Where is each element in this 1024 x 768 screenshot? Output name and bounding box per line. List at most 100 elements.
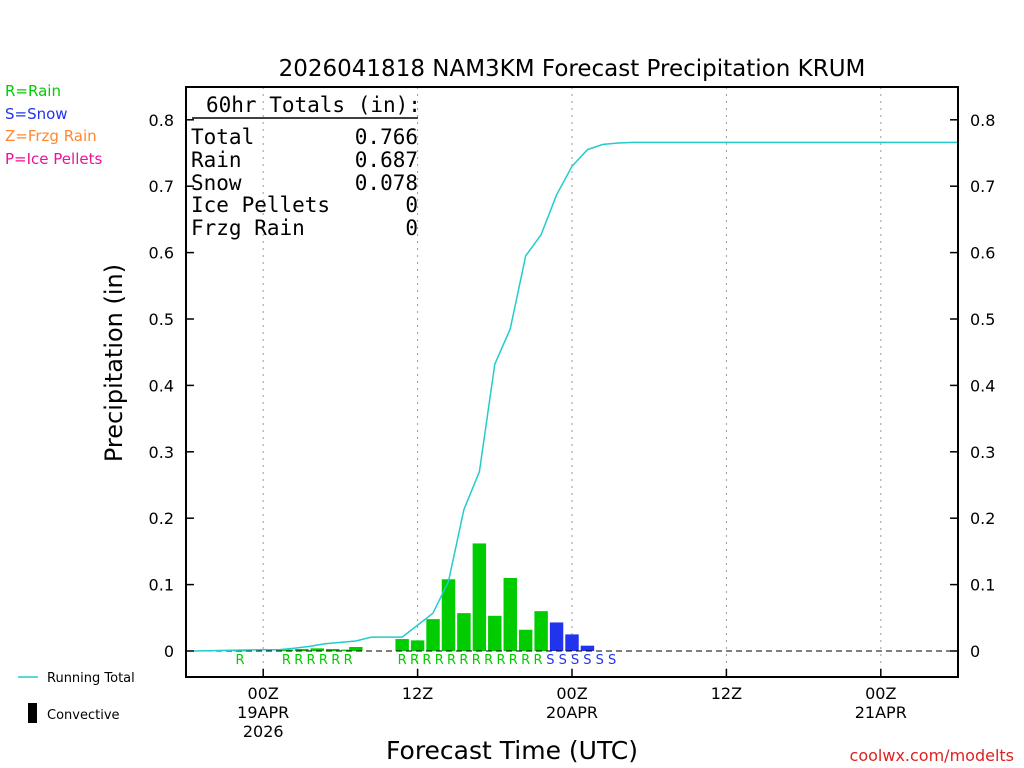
x-tick-label: 2026 (243, 722, 284, 741)
precip-bar (310, 648, 324, 651)
precip-type-marker: S (559, 653, 567, 668)
x-tick-label: 00Z (865, 684, 896, 703)
precip-bar (410, 640, 425, 651)
y-axis-label: Precipitation (in) (100, 264, 128, 462)
precip-type-marker: R (435, 653, 444, 668)
precip-bar (426, 619, 440, 651)
y-axis-right: 0 0.1 0.2 0.3 0.4 0.5 0.6 0.7 0.8 (950, 111, 995, 661)
precip-bar (488, 615, 502, 651)
y-tick-label-left: 0.1 (149, 576, 174, 595)
totals-value-rain: 0.687 (355, 148, 418, 172)
precip-bar (534, 611, 548, 651)
precip-type-marker: R (307, 653, 316, 668)
precip-bar (457, 613, 471, 651)
precip-type-marker: R (447, 653, 456, 668)
x-tick-label: 20APR (546, 703, 598, 722)
x-tick-label: 19APR (237, 703, 289, 722)
x-axis-label: Forecast Time (UTC) (386, 736, 638, 765)
x-tick-label: 00Z (248, 684, 279, 703)
precip-type-marker: S (608, 653, 616, 668)
precip-bar (518, 629, 533, 651)
precip-bar (441, 579, 456, 651)
precip-type-legend: R=Rain S=Snow Z=Frzg Rain P=Ice Pellets (5, 82, 102, 168)
precip-bar (472, 543, 487, 651)
totals-label-snow: Snow (191, 171, 242, 195)
totals-label-ice-pellets: Ice Pellets (191, 193, 330, 217)
precip-type-marker: R (282, 653, 291, 668)
precip-bar (503, 577, 517, 651)
precip-type-marker: R (534, 653, 543, 668)
precip-bar (295, 649, 309, 651)
y-tick-label-right: 0.7 (970, 177, 995, 196)
precip-type-marker: R (521, 653, 530, 668)
y-tick-label-left: 0 (164, 642, 174, 661)
precip-type-marker: R (496, 653, 505, 668)
precip-type-marker: R (294, 653, 303, 668)
precip-bars (233, 543, 595, 652)
y-tick-label-left: 0.3 (149, 443, 174, 462)
legend-frzg-rain: Z=Frzg Rain (5, 127, 97, 145)
grid-lines (262, 87, 882, 677)
precip-bar (349, 647, 363, 651)
precip-bar (565, 634, 579, 651)
precip-type-marker: R (236, 653, 245, 668)
y-axis-left: 0 0.1 0.2 0.3 0.4 0.5 0.6 0.7 0.8 (149, 111, 194, 661)
convective-swatch (28, 703, 37, 723)
series-legend: Running Total Convective (18, 671, 135, 723)
y-tick-label-right: 0.6 (970, 244, 995, 263)
convective-legend-label: Convective (47, 708, 120, 723)
precip-type-marker: R (422, 653, 431, 668)
precip-type-marker: R (331, 653, 340, 668)
precip-bar (395, 639, 409, 651)
precip-bar (341, 649, 355, 651)
precip-type-marker: R (398, 653, 407, 668)
y-tick-label-left: 0.5 (149, 310, 174, 329)
y-tick-label-right: 0.5 (970, 310, 995, 329)
y-tick-label-left: 0.8 (149, 111, 174, 130)
precip-bar (279, 649, 294, 651)
y-tick-label-right: 0.4 (970, 376, 995, 395)
precip-type-marker: R (410, 653, 419, 668)
precip-type-marker: R (472, 653, 481, 668)
y-tick-label-right: 0.3 (970, 443, 995, 462)
precip-bar (325, 649, 340, 651)
precip-type-marker: S (546, 653, 554, 668)
y-tick-label-left: 0.7 (149, 177, 174, 196)
totals-value-ice-pellets: 0 (405, 193, 418, 217)
totals-heading: 60hr Totals (in): (206, 93, 421, 117)
precip-type-marker: R (319, 653, 328, 668)
precip-type-marker: S (571, 653, 579, 668)
precip-type-marker: S (583, 653, 591, 668)
totals-box: 60hr Totals (in): Total 0.766 Rain 0.687… (191, 93, 421, 240)
totals-label-total: Total (191, 125, 254, 149)
precip-bar (549, 622, 564, 651)
totals-label-rain: Rain (191, 148, 242, 172)
precip-bar (580, 645, 595, 651)
precip-type-marker: S (596, 653, 604, 668)
y-tick-label-left: 0.4 (149, 376, 174, 395)
precip-type-marker: R (459, 653, 468, 668)
y-tick-label-right: 0 (970, 642, 980, 661)
y-tick-label-right: 0.8 (970, 111, 995, 130)
x-tick-label: 00Z (556, 684, 587, 703)
y-tick-label-left: 0.2 (149, 509, 174, 528)
x-tick-label: 21APR (855, 703, 907, 722)
legend-ice-pellets: P=Ice Pellets (5, 150, 102, 168)
y-tick-label-left: 0.6 (149, 244, 174, 263)
legend-snow: S=Snow (5, 105, 68, 123)
totals-value-total: 0.766 (355, 125, 418, 149)
precip-type-marker: R (509, 653, 518, 668)
y-tick-label-right: 0.2 (970, 509, 995, 528)
precip-type-marker: R (484, 653, 493, 668)
running-total-legend-label: Running Total (47, 671, 135, 686)
x-tick-label: 12Z (402, 684, 433, 703)
totals-label-frzg-rain: Frzg Rain (191, 216, 305, 240)
running-total-line (193, 141, 958, 652)
legend-rain: R=Rain (5, 82, 61, 100)
watermark: coolwx.com/modelts (850, 746, 1014, 765)
chart-title: 2026041818 NAM3KM Forecast Precipitation… (279, 56, 866, 82)
totals-value-frzg-rain: 0 (405, 216, 418, 240)
